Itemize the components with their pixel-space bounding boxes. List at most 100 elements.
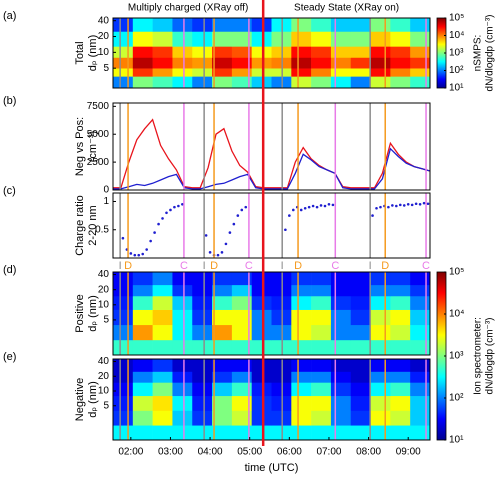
heatmap-cell <box>212 272 233 286</box>
heatmap-cell <box>311 68 332 77</box>
y-tick-label: 0.5 <box>95 224 109 235</box>
heatmap-cell <box>291 382 312 397</box>
heatmap-cell <box>192 371 213 383</box>
heatmap-cell <box>330 359 352 372</box>
heatmap-cell <box>251 382 272 397</box>
heatmap-cell <box>311 295 332 310</box>
heatmap-cell <box>370 359 391 372</box>
panel-frame <box>112 17 431 89</box>
point <box>311 204 315 208</box>
point <box>240 208 244 212</box>
point <box>153 231 156 234</box>
heatmap-cell <box>231 371 252 383</box>
point <box>141 252 145 256</box>
point <box>422 201 426 205</box>
colorbar-tick-label: 10⁴ <box>449 30 464 41</box>
y-axis-label: Total <box>74 41 86 64</box>
heatmap-cell <box>212 425 233 440</box>
heatmap-cell <box>330 57 352 69</box>
y-tick-label: 1 <box>103 196 109 207</box>
point <box>402 204 406 207</box>
heatmap-cell <box>370 76 391 88</box>
section-title: Steady State (XRay on) <box>294 3 399 14</box>
heatmap-cell <box>251 18 272 32</box>
heatmap-cell <box>311 425 332 440</box>
heatmap-cell <box>152 425 173 440</box>
heatmap-cell <box>370 425 391 440</box>
heatmap-cell <box>172 272 193 286</box>
heatmap-cell <box>370 395 391 411</box>
point <box>220 251 224 254</box>
heatmap-cell <box>291 309 312 326</box>
heatmap-cell <box>330 382 352 397</box>
heatmap-cell <box>172 371 193 383</box>
heatmap-cell <box>192 18 213 32</box>
heatmap-cell <box>390 18 411 32</box>
point <box>398 203 402 207</box>
heatmap-cell <box>370 68 391 77</box>
heatmap-cell <box>172 324 193 341</box>
event-label: I <box>369 260 372 272</box>
heatmap-cell <box>113 68 134 77</box>
heatmap-cell <box>410 272 430 286</box>
heatmap-cell <box>172 46 193 58</box>
heatmap-cell <box>410 57 430 69</box>
heatmap-cell <box>172 18 193 32</box>
heatmap-cell <box>410 284 430 297</box>
heatmap-cell <box>291 31 312 47</box>
heatmap-cell <box>231 46 252 58</box>
heatmap-cell <box>231 324 252 341</box>
colorbar-tick-label: 10¹ <box>449 83 464 94</box>
heatmap-cell <box>350 284 371 297</box>
plot-area <box>113 359 430 440</box>
heatmap-cell <box>152 31 173 47</box>
y-tick-label: 0 <box>103 185 109 196</box>
point <box>371 214 374 217</box>
heatmap-cell <box>350 76 371 88</box>
heatmap-cell <box>212 68 233 77</box>
line <box>113 147 430 190</box>
heatmap-cell <box>113 382 134 397</box>
x-tick-label: 05:00 <box>237 447 262 458</box>
panel-letter: (d) <box>3 264 16 276</box>
heatmap-cell <box>311 57 332 69</box>
heatmap-cell <box>291 359 312 372</box>
point <box>244 205 248 209</box>
line <box>113 118 430 189</box>
heatmap-cell <box>132 18 153 32</box>
heatmap-cell <box>152 68 173 77</box>
event-label: I <box>281 260 284 272</box>
heatmap-cell <box>192 425 213 440</box>
heatmap-cell <box>251 339 272 355</box>
heatmap-cell <box>291 295 312 310</box>
heatmap-cell <box>390 425 411 440</box>
panel-frame <box>112 358 431 441</box>
heatmap-cell <box>172 68 193 77</box>
heatmap-cell <box>231 395 252 411</box>
y-axis-label: Positive <box>74 294 86 333</box>
heatmap-cell <box>330 76 352 88</box>
point <box>395 204 398 208</box>
heatmap-cell <box>152 272 173 286</box>
point <box>224 242 228 246</box>
point <box>216 253 220 257</box>
heatmap-cell <box>113 371 134 383</box>
point <box>137 253 141 257</box>
heatmap-cell <box>132 425 153 440</box>
heatmap-cell <box>370 272 391 286</box>
point <box>291 208 295 212</box>
heatmap-cell <box>172 31 193 47</box>
point <box>204 234 208 237</box>
heatmap-cell <box>311 339 332 355</box>
heatmap-cell <box>192 284 213 297</box>
heatmap-cell <box>350 425 371 440</box>
event-label: C <box>331 260 339 272</box>
x-axis-label: time (UTC) <box>245 462 299 474</box>
heatmap-cell <box>132 68 153 77</box>
heatmap-cell <box>113 395 134 411</box>
point <box>157 222 160 226</box>
heatmap-cell <box>311 46 332 58</box>
heatmap-cell <box>410 425 430 440</box>
y-axis-label: dₚ (nm) <box>87 381 99 418</box>
heatmap-cell <box>192 295 213 310</box>
